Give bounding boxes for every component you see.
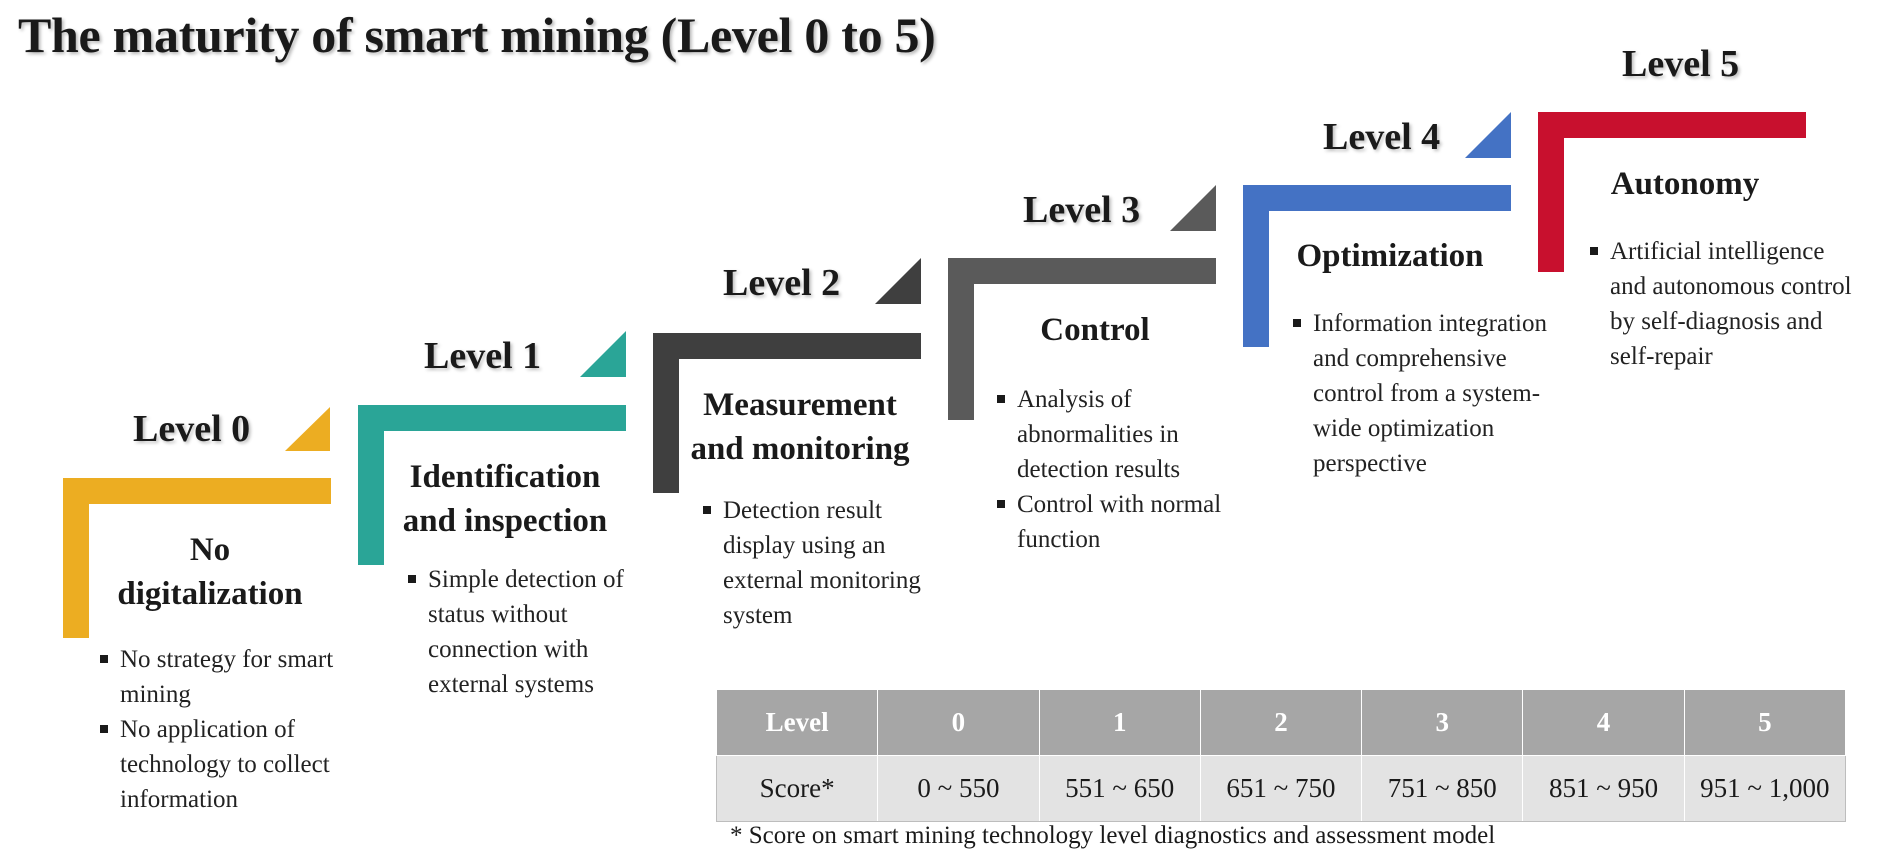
level-5-label: Level 5 xyxy=(1622,43,1740,85)
level-3-stage-title: Control xyxy=(975,308,1215,352)
level-3-bullet-line: abnormalities in xyxy=(1017,421,1179,448)
level-5-bullet-list: Artificial intelligence and autonomous co… xyxy=(1590,234,1880,374)
level-1-stage-title-line: and inspection xyxy=(402,503,608,539)
header-cell-0: 0 xyxy=(877,689,1040,756)
level-4-stage-title: Optimization xyxy=(1270,234,1510,278)
score-cell-5: 951 ~ 1,000 xyxy=(1683,755,1847,822)
level-0-bullet-line: information xyxy=(120,786,239,813)
level-5-step-side-bar xyxy=(1538,112,1564,272)
level-3-step-side-bar xyxy=(948,258,974,420)
level-0-stage-title: No digitalization xyxy=(90,528,330,616)
level-0-stage-title-line: No xyxy=(189,532,231,568)
level-5-stage-title-line: Autonomy xyxy=(1610,166,1760,202)
level-2-bullet-line: Detection result xyxy=(723,497,882,524)
level-3-corner-triangle xyxy=(1170,185,1216,231)
level-4-corner-triangle xyxy=(1465,112,1511,158)
level-2-corner-triangle xyxy=(875,258,921,304)
header-cell-1: 1 xyxy=(1038,689,1201,756)
level-2-label: Level 2 xyxy=(723,262,841,304)
score-table: Level 0 1 2 3 4 5 Score* 0 ~ 550 551 ~ 6… xyxy=(715,689,1847,822)
level-2-stage-title-line: Measurement xyxy=(703,387,897,423)
level-4-bullet-line: wide optimization xyxy=(1313,415,1495,442)
level-3-bullet-list: Analysis of abnormalities in detection res… xyxy=(997,382,1282,557)
page-title: The maturity of smart mining (Level 0 to… xyxy=(18,7,936,63)
level-4-step-side-bar xyxy=(1243,185,1269,347)
level-0-bullet-list: No strategy for smart mining No applicatio… xyxy=(100,642,360,817)
level-3-bullet-line: Analysis of xyxy=(1017,386,1132,413)
level-1-step-side-bar xyxy=(358,405,384,565)
score-table-row: Score* 0 ~ 550 551 ~ 650 651 ~ 750 751 ~… xyxy=(715,755,1847,822)
score-label-cell: Score* xyxy=(715,755,879,822)
level-3-bullet-line: detection results xyxy=(1017,456,1181,483)
level-3-bullet-line: function xyxy=(1017,526,1101,553)
level-3-label: Level 3 xyxy=(1023,189,1141,231)
footnote: * Score on smart mining technology level… xyxy=(730,822,1496,849)
header-cell-level: Level xyxy=(715,689,879,756)
level-2-step-side-bar xyxy=(653,333,679,493)
score-table-header-row: Level 0 1 2 3 4 5 xyxy=(715,689,1847,756)
level-1-bullet-line: Simple detection of xyxy=(428,566,624,593)
level-1-bullet-list: Simple detection of status without connect… xyxy=(408,562,653,702)
score-cell-0: 0 ~ 550 xyxy=(877,755,1040,822)
level-1-label: Level 1 xyxy=(424,335,542,377)
level-5-bullet-line: Artificial intelligence xyxy=(1610,238,1825,265)
level-3-step-top-bar xyxy=(948,258,1216,284)
level-2-bullet-line: display using an xyxy=(723,532,886,559)
level-2-stage-title: Measurement and monitoring xyxy=(680,383,920,471)
score-cell-1: 551 ~ 650 xyxy=(1038,755,1201,822)
level-5-bullet-line: by self-diagnosis and xyxy=(1610,308,1823,335)
level-3-bullet-item: Analysis of abnormalities in detection res… xyxy=(997,382,1282,487)
level-4-bullet-list: Information integration and comprehensive… xyxy=(1293,306,1583,481)
level-4-stage-title-line: Optimization xyxy=(1296,238,1484,274)
level-2-bullet-list: Detection result display using an external… xyxy=(703,493,948,633)
score-cell-2: 651 ~ 750 xyxy=(1199,755,1363,822)
level-1-bullet-line: external systems xyxy=(428,671,594,698)
level-4-bullet-line: perspective xyxy=(1313,450,1427,477)
level-1-step-top-bar xyxy=(358,405,626,431)
level-3-bullet-line: Control with normal xyxy=(1017,491,1222,518)
level-4-bullet-line: control from a system- xyxy=(1313,380,1541,407)
level-4-bullet-item: Information integration and comprehensive… xyxy=(1293,306,1583,481)
level-0-bullet-item: No application of technology to collect in… xyxy=(100,712,360,817)
level-0-corner-triangle xyxy=(285,407,330,451)
level-4-bullet-line: Information integration xyxy=(1313,310,1547,337)
score-cell-4: 851 ~ 950 xyxy=(1522,755,1685,822)
level-0-label: Level 0 xyxy=(133,408,251,450)
level-3-bullet-item: Control with normal function xyxy=(997,487,1282,557)
level-3-stage-title-line: Control xyxy=(1040,312,1150,348)
level-0-step-side-bar xyxy=(63,478,89,638)
level-5-bullet-line: and autonomous control xyxy=(1610,273,1852,300)
level-2-bullet-line: system xyxy=(723,602,793,629)
level-1-bullet-line: status without xyxy=(428,601,568,628)
header-cell-3: 3 xyxy=(1361,689,1524,756)
level-4-label: Level 4 xyxy=(1323,116,1441,158)
header-cell-4: 4 xyxy=(1522,689,1685,756)
level-0-step-top-bar xyxy=(63,478,331,504)
level-1-stage-title-line: Identification xyxy=(409,459,601,495)
level-2-stage-title-line: and monitoring xyxy=(690,431,910,467)
header-cell-5: 5 xyxy=(1683,689,1847,756)
level-0-bullet-item: No strategy for smart mining xyxy=(100,642,360,712)
level-1-bullet-item: Simple detection of status without connect… xyxy=(408,562,653,702)
level-0-bullet-line: No application of xyxy=(120,716,295,743)
level-2-bullet-item: Detection result display using an external… xyxy=(703,493,948,633)
level-5-bullet-item: Artificial intelligence and autonomous co… xyxy=(1590,234,1880,374)
score-cell-3: 751 ~ 850 xyxy=(1361,755,1524,822)
level-1-stage-title: Identification and inspection xyxy=(385,455,625,543)
level-0-stage-title-line: digitalization xyxy=(117,576,303,612)
level-4-bullet-line: and comprehensive xyxy=(1313,345,1507,372)
level-2-step-top-bar xyxy=(653,333,921,359)
level-5-stage-title: Autonomy xyxy=(1565,162,1805,206)
level-4-step-top-bar xyxy=(1243,185,1511,211)
level-0-bullet-line: No strategy for smart xyxy=(120,646,334,673)
header-cell-2: 2 xyxy=(1199,689,1363,756)
level-1-corner-triangle xyxy=(580,331,626,377)
level-0-bullet-line: mining xyxy=(120,681,191,708)
level-0-bullet-line: technology to collect xyxy=(120,751,330,778)
level-2-bullet-line: external monitoring xyxy=(723,567,921,594)
level-1-bullet-line: connection with xyxy=(428,636,589,663)
level-5-bullet-line: self-repair xyxy=(1610,343,1713,370)
level-5-step-top-bar xyxy=(1538,112,1806,138)
